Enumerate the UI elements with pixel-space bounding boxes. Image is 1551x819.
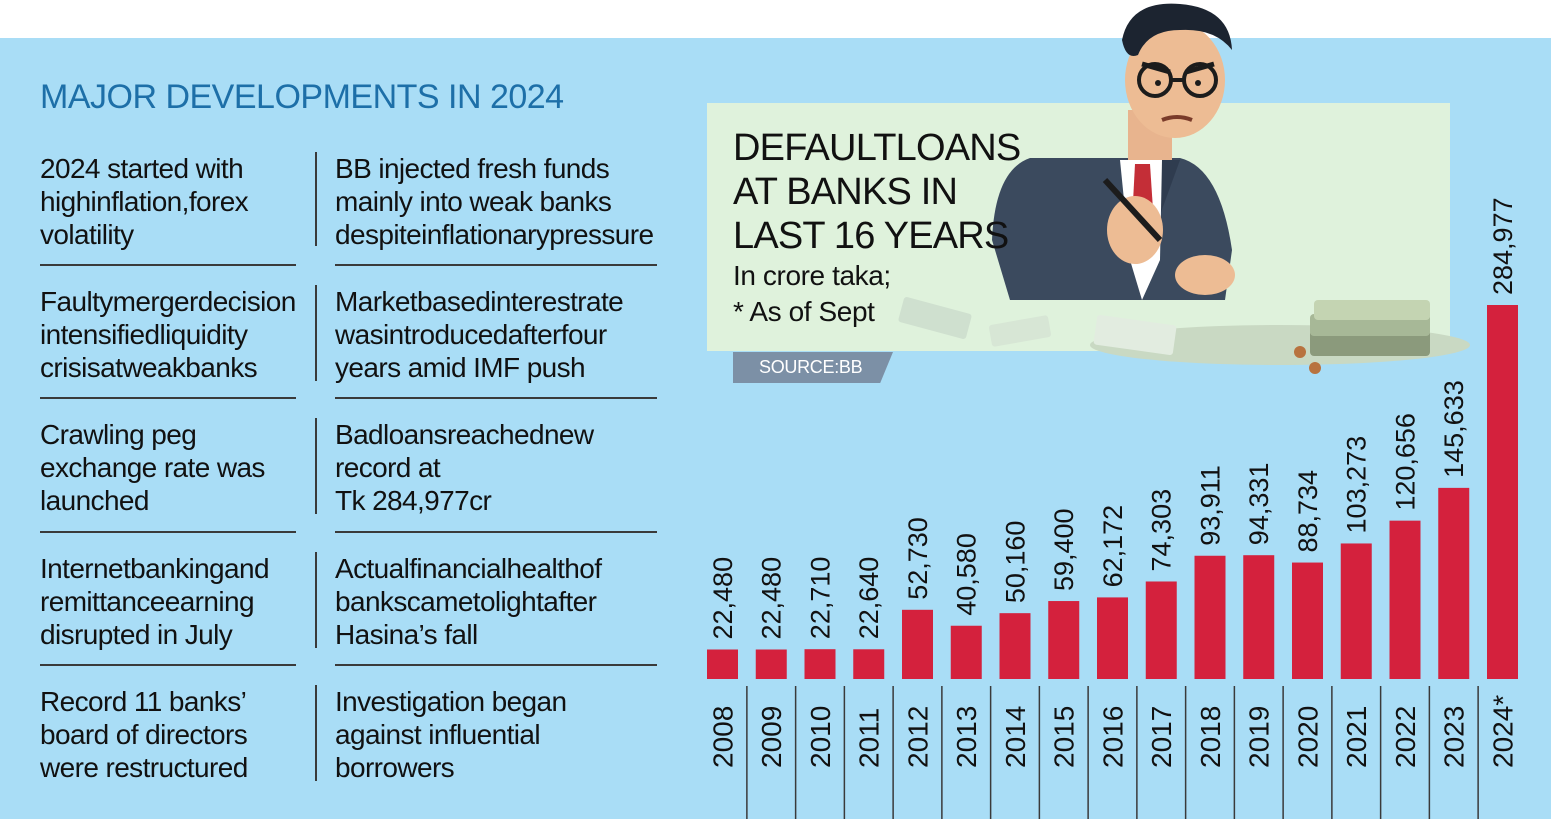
category-label: 2020	[1292, 706, 1323, 768]
bar-2021	[1340, 543, 1372, 679]
value-label: 40,580	[952, 533, 982, 616]
development-item: Actualfinancialhealthof bankscametolight…	[335, 553, 602, 650]
value-label: 59,400	[1049, 508, 1079, 591]
value-label: 62,172	[1098, 505, 1128, 588]
development-item: Badloansreachednew record at Tk 284,977c…	[335, 419, 594, 516]
value-label: 22,640	[854, 557, 884, 640]
column-divider	[315, 685, 317, 781]
value-label: 22,480	[757, 557, 787, 640]
row-divider	[40, 264, 296, 266]
row-divider	[335, 264, 657, 266]
bar-2017	[1145, 581, 1177, 679]
bar-2009	[755, 649, 787, 679]
development-item: Record 11 banks’ board of directors were…	[40, 686, 248, 783]
bar-2023	[1438, 487, 1470, 679]
category-label: 2012	[902, 706, 933, 768]
value-label: 103,273	[1342, 436, 1372, 534]
development-item: Crawling peg exchange rate was launched	[40, 419, 265, 516]
development-item: Investigation began against influential …	[335, 686, 567, 783]
row-divider	[40, 397, 296, 399]
value-label: 22,710	[805, 557, 835, 640]
value-label: 94,331	[1244, 463, 1274, 546]
value-label: 52,730	[903, 517, 933, 600]
source-label: SOURCE:BB	[733, 352, 893, 383]
bar-2012	[902, 609, 933, 679]
development-item: 2024 started with highinflation,forex vo…	[40, 153, 249, 250]
column-divider	[315, 552, 317, 648]
development-item: Marketbasedinterestrate wasintroducedaft…	[335, 286, 624, 383]
category-label: 2013	[951, 706, 982, 768]
category-label: 2016	[1097, 706, 1128, 768]
column-divider	[315, 285, 317, 381]
category-label: 2019	[1244, 706, 1275, 768]
bar-2024*	[1487, 305, 1518, 679]
row-divider	[40, 531, 296, 533]
value-label: 145,633	[1439, 380, 1469, 478]
bar-2014	[999, 613, 1031, 679]
value-label: 22,480	[708, 557, 738, 640]
developments-list: 2024 started with highinflation,forex vo…	[0, 0, 700, 819]
value-label: 120,656	[1390, 413, 1420, 511]
value-label: 88,734	[1293, 470, 1323, 553]
category-label: 2011	[854, 708, 885, 768]
angry-businessman-with-money-icon	[898, 3, 1470, 374]
bar-2019	[1243, 555, 1275, 679]
development-item: Internetbankingand remittanceearning dis…	[40, 553, 270, 650]
development-item: BB injected fresh funds mainly into weak…	[335, 153, 654, 250]
column-divider	[315, 152, 317, 246]
category-label: 2022	[1390, 706, 1421, 768]
bar-2008	[707, 649, 738, 679]
development-item: Faultymergerdecision intensifiedliquidit…	[40, 286, 296, 383]
category-label: 2015	[1049, 706, 1080, 768]
value-label: 284,977	[1488, 197, 1518, 295]
value-label: 93,911	[1195, 465, 1225, 546]
category-label: 2010	[805, 706, 836, 768]
category-label: 2014	[1000, 706, 1031, 768]
value-label: 74,303	[1147, 489, 1177, 572]
bar-2013	[950, 625, 982, 679]
row-divider	[335, 531, 657, 533]
bar-2016	[1097, 597, 1128, 679]
bar-2022	[1389, 520, 1421, 679]
page-title: MAJOR DEVELOPMENTS IN 2024	[40, 78, 564, 116]
row-divider	[335, 397, 657, 399]
chart-title: DEFAULTLOANS AT BANKS IN LAST 16 YEARS	[733, 127, 1021, 257]
bar-2011	[853, 649, 885, 679]
row-divider	[40, 664, 296, 666]
row-divider	[335, 664, 657, 666]
category-label: 2021	[1341, 706, 1372, 768]
category-label: 2018	[1195, 706, 1226, 768]
value-label: 50,160	[1000, 521, 1030, 604]
bar-2020	[1292, 562, 1323, 679]
bar-2010	[804, 649, 836, 679]
column-divider	[315, 418, 317, 514]
category-label: 2023	[1439, 706, 1470, 768]
bar-2015	[1048, 601, 1080, 679]
category-label: 2024*	[1487, 695, 1518, 768]
chart-subtitle: In crore taka; * As of Sept	[733, 260, 891, 327]
category-label: 2017	[1146, 706, 1177, 768]
category-label: 2009	[756, 706, 787, 768]
category-label: 2008	[707, 706, 738, 768]
bar-2018	[1194, 555, 1226, 679]
